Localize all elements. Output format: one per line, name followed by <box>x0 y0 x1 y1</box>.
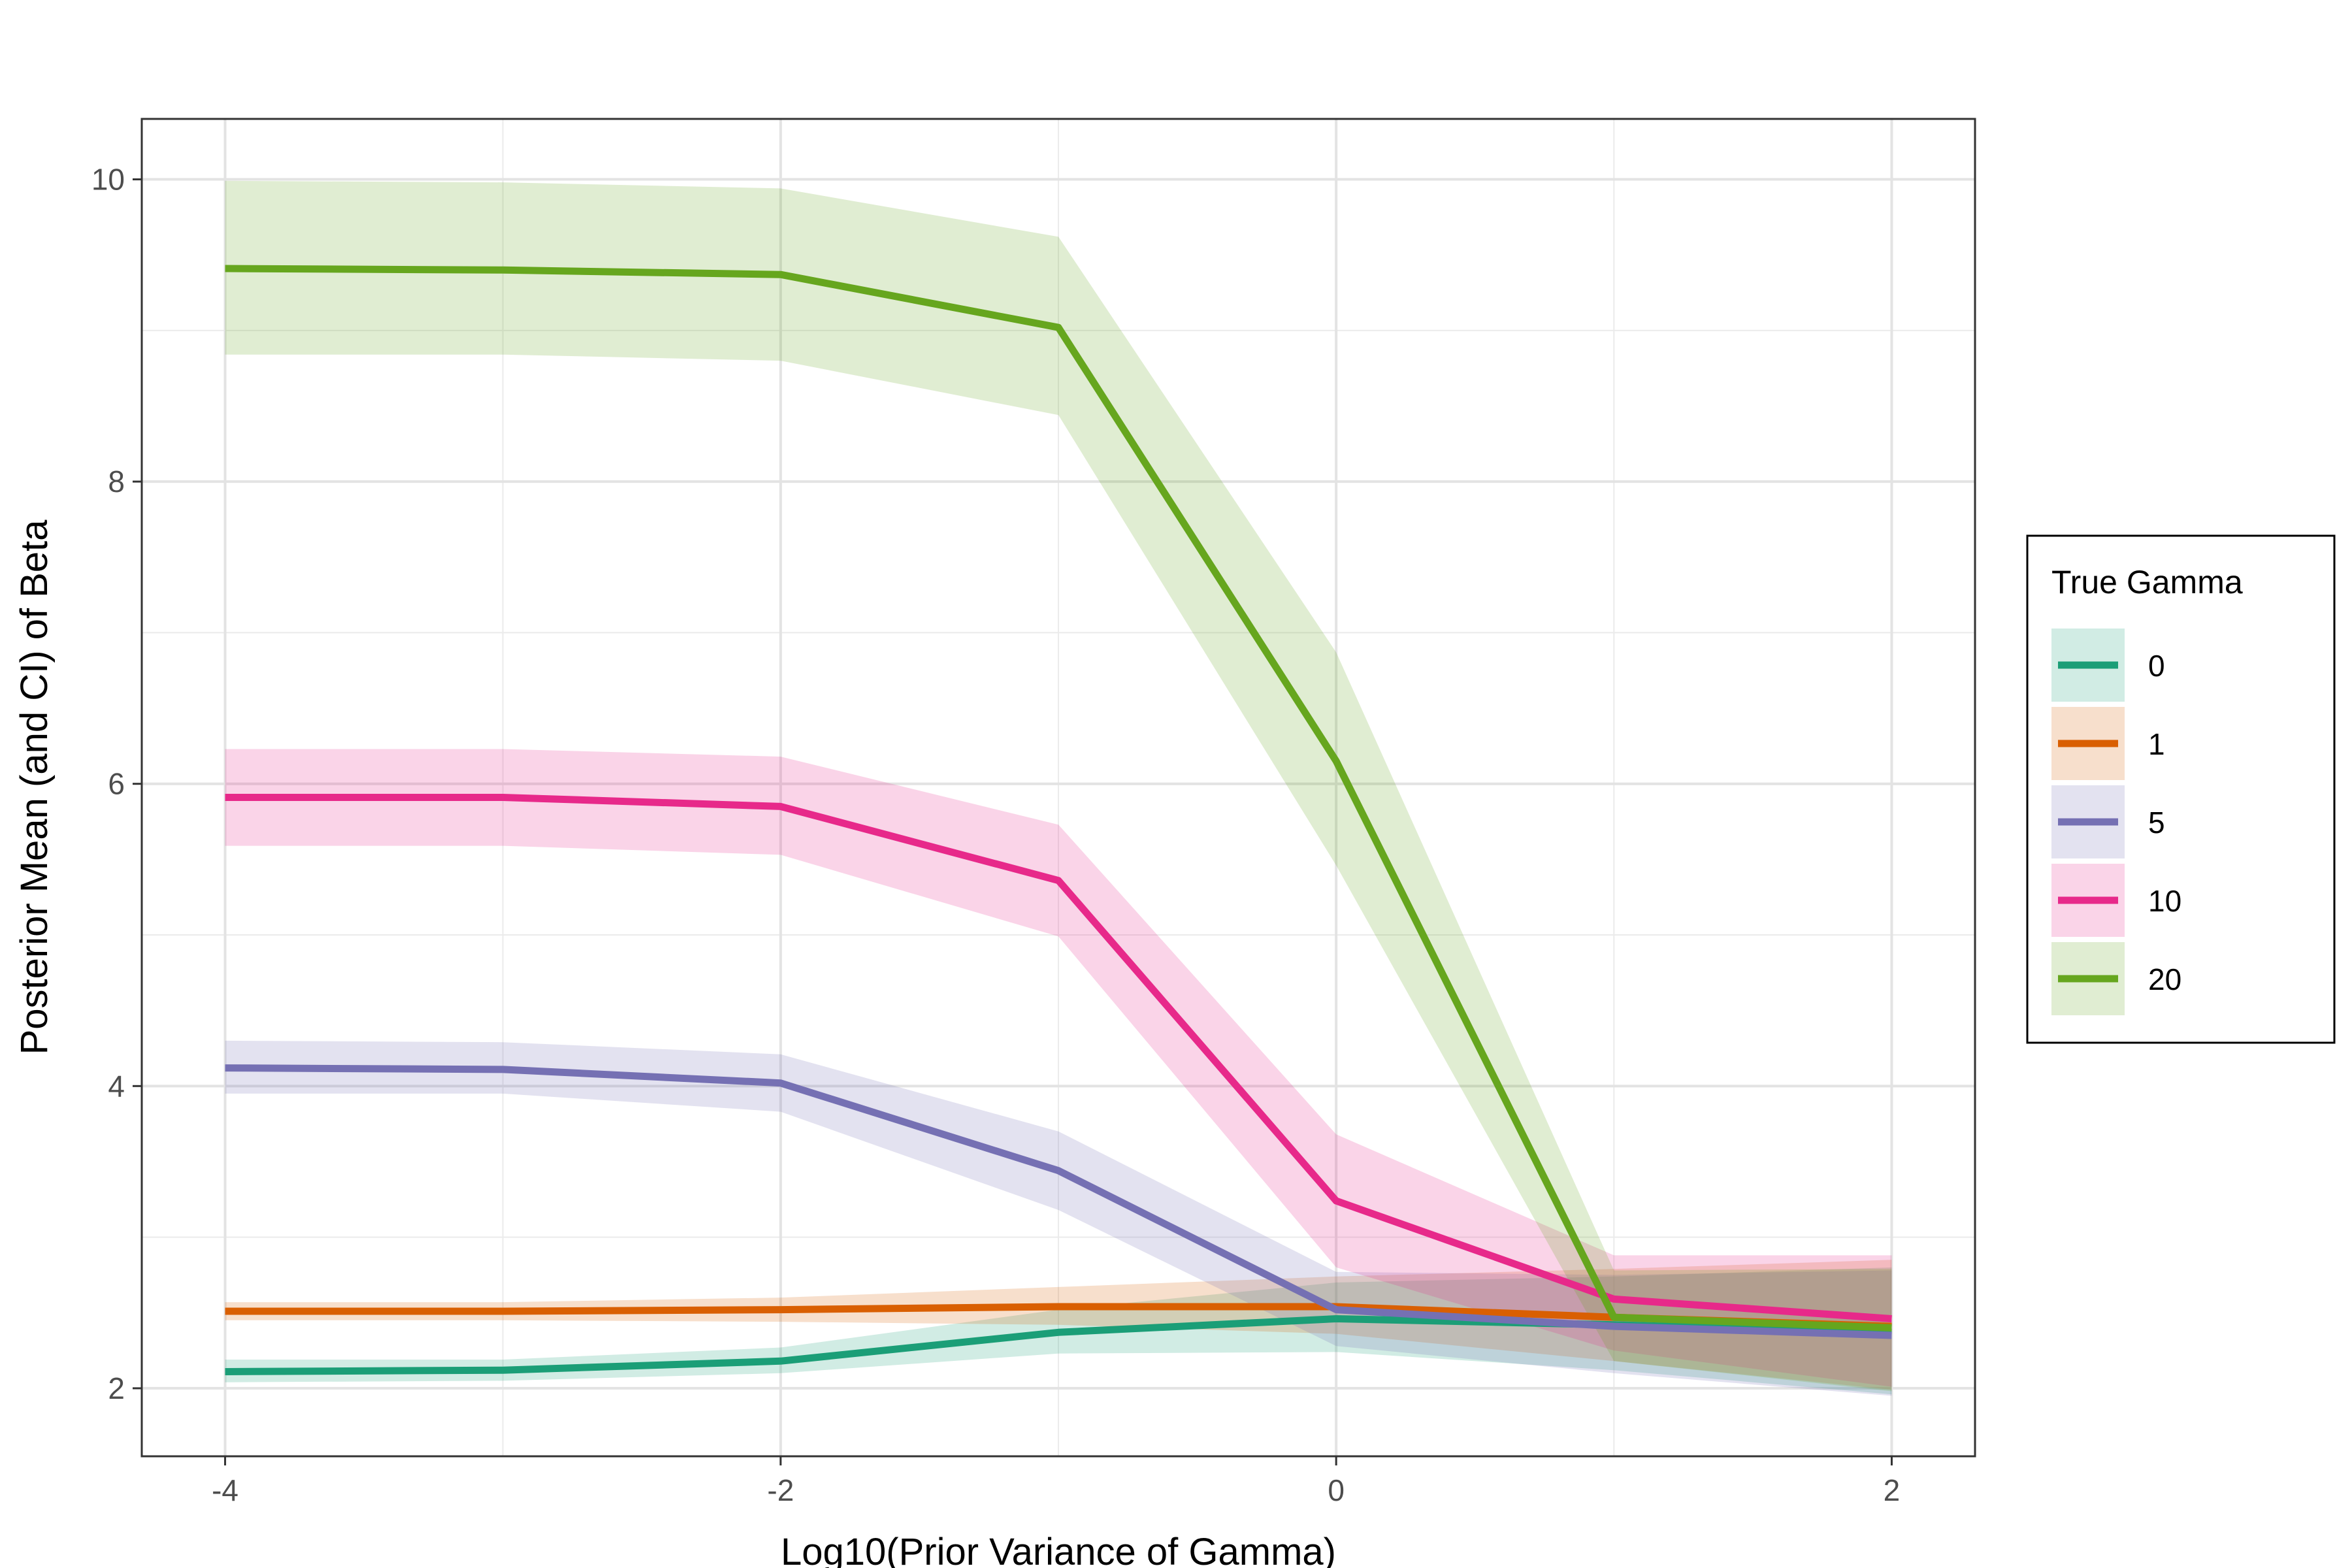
legend-label: 5 <box>2148 806 2165 840</box>
legend-title: True Gamma <box>2051 564 2243 600</box>
y-tick-label: 10 <box>91 163 125 197</box>
x-tick-label: -4 <box>212 1473 238 1507</box>
series-line-gamma-20 <box>225 265 1892 1331</box>
y-tick-label: 6 <box>108 767 125 801</box>
x-tick-label: -2 <box>767 1473 794 1507</box>
legend-label: 1 <box>2148 727 2165 761</box>
x-tick-label: 2 <box>1884 1473 1901 1507</box>
ci-ribbon-gamma-20 <box>225 180 1892 1392</box>
ci-ribbon-gamma-10 <box>225 749 1892 1387</box>
series-line-gamma-10 <box>225 794 1892 1322</box>
legend-label: 20 <box>2148 962 2181 996</box>
ci-ribbon-gamma-5 <box>225 1040 1892 1396</box>
legend: True Gamma 0 1 5 10 20 <box>2026 534 2336 1044</box>
series-lines <box>225 265 1892 1375</box>
plot-border <box>140 118 1976 1458</box>
x-tick-label: 0 <box>1328 1473 1345 1507</box>
series-line-gamma-5 <box>225 1064 1892 1339</box>
x-axis-title: Log10(Prior Variance of Gamma) <box>781 1531 1336 1568</box>
legend-box <box>2026 534 2336 1044</box>
legend-label: 0 <box>2148 649 2165 683</box>
y-tick-label: 4 <box>108 1069 125 1103</box>
y-axis-title: Posterior Mean (and CI) of Beta <box>13 519 56 1055</box>
y-tick-label: 8 <box>108 465 125 498</box>
grid-lines <box>142 119 1975 1456</box>
legend-label: 10 <box>2148 884 2181 918</box>
axes: -4 -2 0 2 2 4 6 8 10 <box>91 163 1900 1507</box>
ci-ribbon-gamma-1 <box>225 1260 1892 1390</box>
legend-items: 0 1 5 10 20 <box>2051 629 2181 1015</box>
y-tick-label: 2 <box>108 1371 125 1405</box>
